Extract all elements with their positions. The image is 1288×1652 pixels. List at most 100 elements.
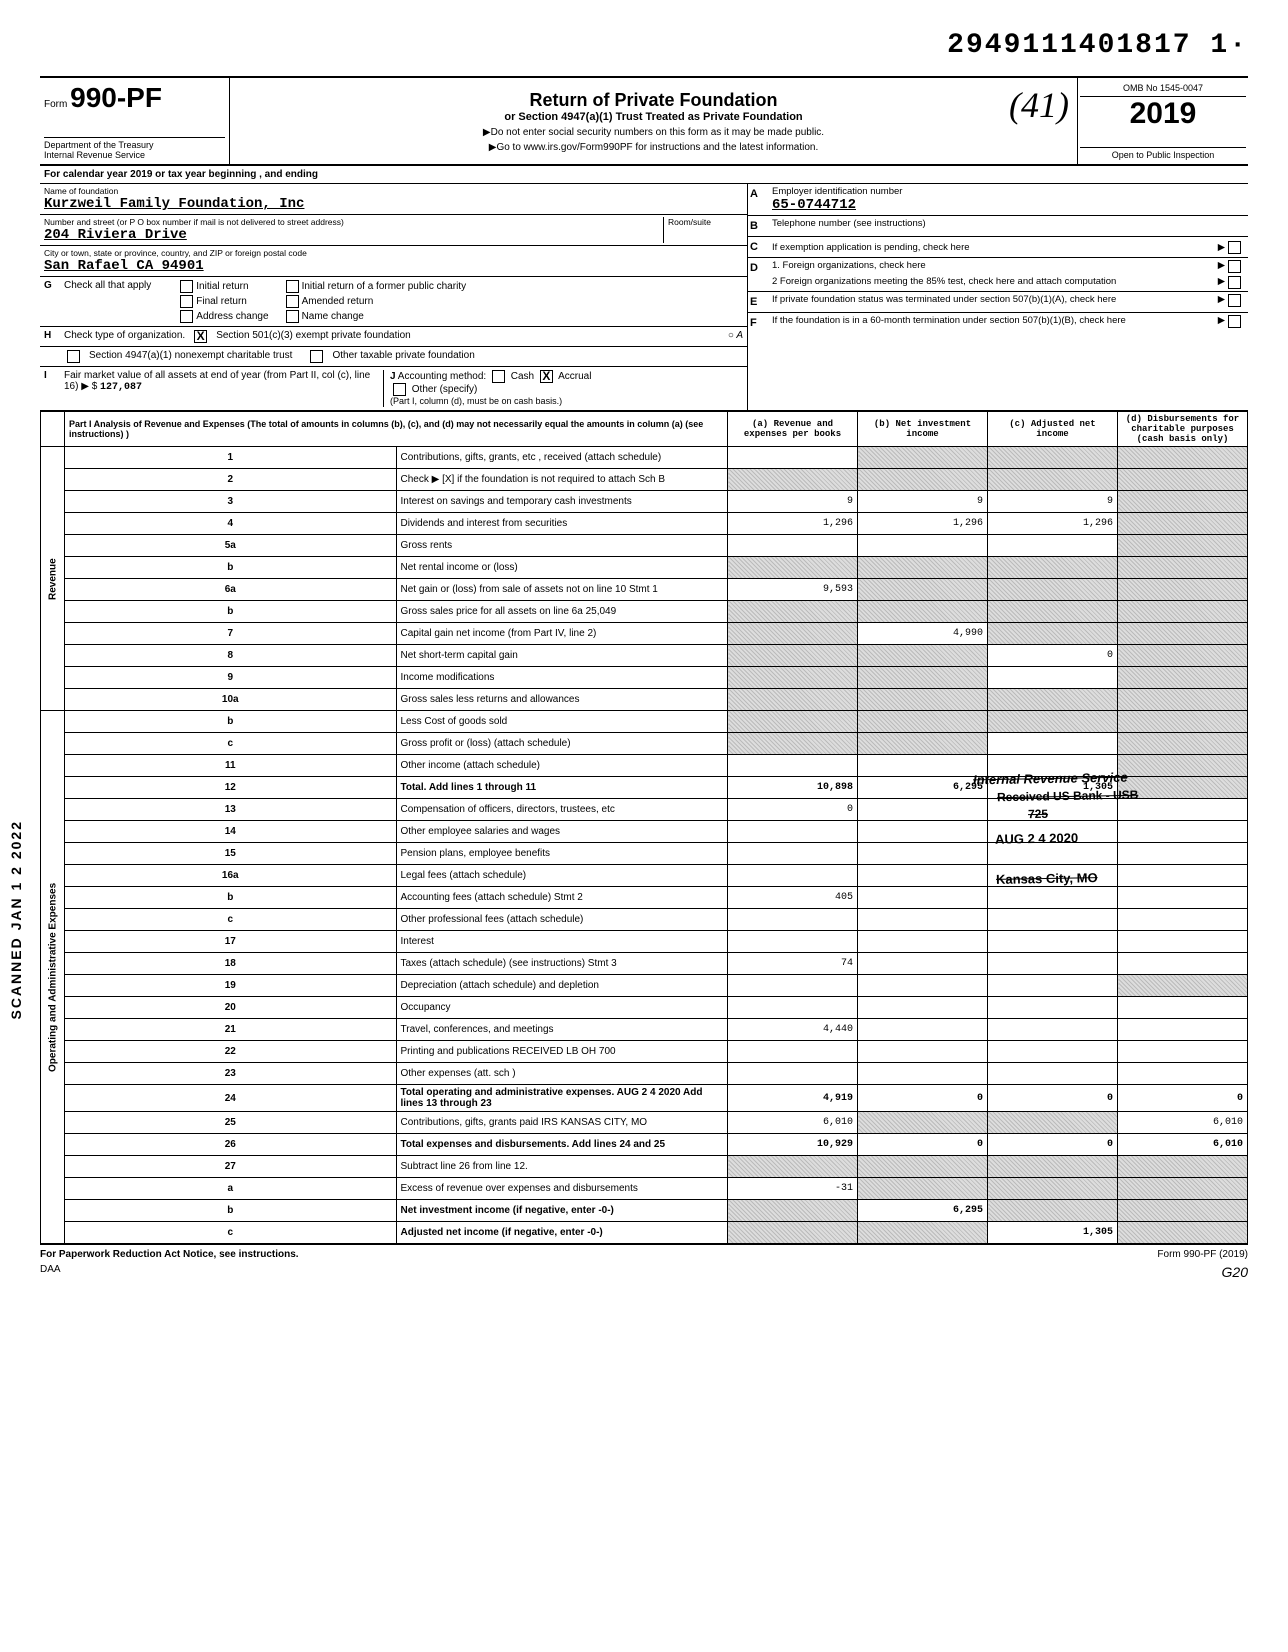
line-number: 6a bbox=[65, 579, 397, 601]
g-opt-initial[interactable]: Initial return bbox=[177, 280, 268, 293]
d2-checkbox[interactable] bbox=[1228, 276, 1241, 289]
cell-col-c bbox=[988, 623, 1118, 645]
line-description: Adjusted net income (if negative, enter … bbox=[396, 1222, 728, 1244]
form-header: Form 990-PF Department of the Treasury I… bbox=[40, 76, 1248, 166]
cell-col-d bbox=[1118, 909, 1248, 931]
g-opt-initial-former[interactable]: Initial return of a former public charit… bbox=[283, 280, 467, 293]
line-description: Pension plans, employee benefits bbox=[396, 843, 728, 865]
h-check-other[interactable] bbox=[310, 350, 323, 363]
col-c-header: (c) Adjusted net income bbox=[988, 412, 1118, 447]
g-opt-name[interactable]: Name change bbox=[283, 310, 467, 323]
cell-col-d: 6,010 bbox=[1118, 1134, 1248, 1156]
cell-col-b bbox=[858, 1178, 988, 1200]
city-state-zip: San Rafael CA 94901 bbox=[44, 258, 743, 274]
line-number: 5a bbox=[65, 535, 397, 557]
line-description: Occupancy bbox=[396, 997, 728, 1019]
cell-col-a: 6,010 bbox=[728, 1112, 858, 1134]
cell-col-b bbox=[858, 843, 988, 865]
cell-col-c bbox=[988, 579, 1118, 601]
cell-col-b bbox=[858, 997, 988, 1019]
expenses-side-label: Operating and Administrative Expenses bbox=[41, 711, 65, 1244]
j-cash-check[interactable] bbox=[492, 370, 505, 383]
cell-col-c: 0 bbox=[988, 645, 1118, 667]
i-value: 127,087 bbox=[100, 382, 142, 393]
cell-col-d bbox=[1118, 1041, 1248, 1063]
g-opt-amended[interactable]: Amended return bbox=[283, 295, 467, 308]
cell-col-d bbox=[1118, 689, 1248, 711]
table-row: 25Contributions, gifts, grants paid IRS … bbox=[41, 1112, 1248, 1134]
table-row: 7Capital gain net income (from Part IV, … bbox=[41, 623, 1248, 645]
line-number: 2 bbox=[65, 469, 397, 491]
cell-col-c: 1,296 bbox=[988, 513, 1118, 535]
cell-col-c bbox=[988, 601, 1118, 623]
g-opt-address[interactable]: Address change bbox=[177, 310, 268, 323]
cell-col-d bbox=[1118, 733, 1248, 755]
cell-col-c bbox=[988, 1112, 1118, 1134]
room-label: Room/suite bbox=[668, 217, 743, 227]
cell-col-a: 10,929 bbox=[728, 1134, 858, 1156]
line-number: 23 bbox=[65, 1063, 397, 1085]
h-check-501c3[interactable]: X bbox=[194, 330, 207, 343]
cell-col-d bbox=[1118, 843, 1248, 865]
table-row: bNet rental income or (loss) bbox=[41, 557, 1248, 579]
h-opt-1: Section 501(c)(3) exempt private foundat… bbox=[216, 330, 411, 341]
table-row: cAdjusted net income (if negative, enter… bbox=[41, 1222, 1248, 1244]
line-description: Gross rents bbox=[396, 535, 728, 557]
f-checkbox[interactable] bbox=[1228, 315, 1241, 328]
cell-col-c bbox=[988, 711, 1118, 733]
table-row: 10aGross sales less returns and allowanc… bbox=[41, 689, 1248, 711]
h-check-4947[interactable] bbox=[67, 350, 80, 363]
entity-info-block: Name of foundation Kurzweil Family Found… bbox=[40, 184, 1248, 411]
j-label: Accounting method: bbox=[398, 371, 486, 382]
line-description: Other expenses (att. sch ) bbox=[396, 1063, 728, 1085]
table-row: cGross profit or (loss) (attach schedule… bbox=[41, 733, 1248, 755]
cell-col-b: 4,990 bbox=[858, 623, 988, 645]
cell-col-b bbox=[858, 953, 988, 975]
calendar-year-line: For calendar year 2019 or tax year begin… bbox=[40, 166, 1248, 184]
cell-col-c bbox=[988, 975, 1118, 997]
c-checkbox[interactable] bbox=[1228, 241, 1241, 254]
cell-col-d bbox=[1118, 711, 1248, 733]
line-number: a bbox=[65, 1178, 397, 1200]
cell-col-c bbox=[988, 1063, 1118, 1085]
cell-col-c bbox=[988, 1041, 1118, 1063]
line-description: Travel, conferences, and meetings bbox=[396, 1019, 728, 1041]
cell-col-a bbox=[728, 975, 858, 997]
cell-col-c bbox=[988, 1200, 1118, 1222]
j-other-check[interactable] bbox=[393, 383, 406, 396]
cell-col-a bbox=[728, 843, 858, 865]
cell-col-a bbox=[728, 535, 858, 557]
line-number: 3 bbox=[65, 491, 397, 513]
line-number: 17 bbox=[65, 931, 397, 953]
d1-checkbox[interactable] bbox=[1228, 260, 1241, 273]
footer-daa: DAA bbox=[40, 1264, 61, 1280]
line-description: Dividends and interest from securities bbox=[396, 513, 728, 535]
cell-col-c bbox=[988, 909, 1118, 931]
cell-col-a bbox=[728, 821, 858, 843]
table-row: 9Income modifications bbox=[41, 667, 1248, 689]
cell-col-c bbox=[988, 469, 1118, 491]
table-row: 3Interest on savings and temporary cash … bbox=[41, 491, 1248, 513]
cell-col-d bbox=[1118, 1063, 1248, 1085]
line-description: Gross profit or (loss) (attach schedule) bbox=[396, 733, 728, 755]
g-opt-final[interactable]: Final return bbox=[177, 295, 268, 308]
j-accrual-check[interactable]: X bbox=[540, 370, 553, 383]
cell-col-d bbox=[1118, 755, 1248, 777]
table-row: 27Subtract line 26 from line 12. bbox=[41, 1156, 1248, 1178]
cell-col-b bbox=[858, 865, 988, 887]
cell-col-a: 9,593 bbox=[728, 579, 858, 601]
cell-col-b: 9 bbox=[858, 491, 988, 513]
line-number: 27 bbox=[65, 1156, 397, 1178]
table-row: 17Interest bbox=[41, 931, 1248, 953]
cell-col-d bbox=[1118, 491, 1248, 513]
cell-col-b: 6,295 bbox=[858, 777, 988, 799]
cell-col-d bbox=[1118, 865, 1248, 887]
cell-col-b bbox=[858, 557, 988, 579]
line-description: Other income (attach schedule) bbox=[396, 755, 728, 777]
j-note: (Part I, column (d), must be on cash bas… bbox=[390, 396, 562, 406]
f-label: If the foundation is in a 60-month termi… bbox=[772, 315, 1218, 331]
cell-col-b bbox=[858, 535, 988, 557]
e-checkbox[interactable] bbox=[1228, 294, 1241, 307]
line-number: b bbox=[65, 557, 397, 579]
cell-col-d: 6,010 bbox=[1118, 1112, 1248, 1134]
